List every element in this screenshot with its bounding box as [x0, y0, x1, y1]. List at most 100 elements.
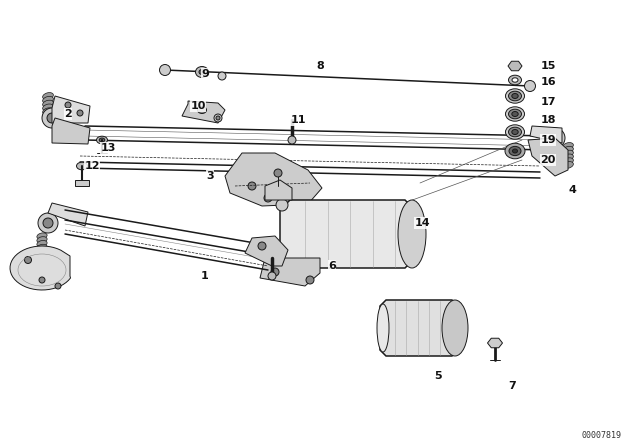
- Ellipse shape: [288, 136, 296, 144]
- Polygon shape: [280, 200, 415, 268]
- Ellipse shape: [550, 133, 560, 143]
- Ellipse shape: [97, 136, 108, 144]
- Ellipse shape: [43, 96, 53, 103]
- Polygon shape: [75, 180, 89, 186]
- Ellipse shape: [512, 64, 518, 69]
- Text: 10: 10: [190, 101, 205, 111]
- Text: 11: 11: [291, 115, 306, 125]
- Ellipse shape: [43, 100, 53, 107]
- Ellipse shape: [37, 244, 47, 250]
- Ellipse shape: [509, 109, 522, 119]
- Ellipse shape: [38, 213, 58, 233]
- Ellipse shape: [492, 340, 499, 345]
- Polygon shape: [10, 246, 70, 290]
- Text: 6: 6: [328, 261, 336, 271]
- Ellipse shape: [274, 169, 282, 177]
- Ellipse shape: [159, 65, 170, 76]
- Ellipse shape: [276, 199, 288, 211]
- Ellipse shape: [42, 108, 62, 128]
- Ellipse shape: [506, 107, 525, 121]
- Ellipse shape: [545, 128, 565, 148]
- Polygon shape: [530, 126, 562, 143]
- Text: 20: 20: [540, 155, 556, 165]
- Polygon shape: [48, 203, 88, 226]
- Ellipse shape: [563, 146, 573, 153]
- Text: 19: 19: [540, 135, 556, 145]
- Text: 16: 16: [540, 77, 556, 87]
- Ellipse shape: [563, 142, 573, 149]
- Ellipse shape: [195, 66, 209, 78]
- Polygon shape: [265, 180, 292, 200]
- Polygon shape: [182, 101, 225, 123]
- Ellipse shape: [525, 81, 536, 91]
- Ellipse shape: [505, 143, 525, 159]
- Ellipse shape: [512, 112, 518, 116]
- Ellipse shape: [509, 146, 521, 155]
- Ellipse shape: [563, 158, 573, 164]
- Ellipse shape: [258, 242, 266, 250]
- Ellipse shape: [398, 200, 426, 268]
- Polygon shape: [260, 258, 320, 286]
- Polygon shape: [488, 338, 502, 348]
- Ellipse shape: [506, 89, 525, 103]
- Text: 18: 18: [540, 115, 556, 125]
- Ellipse shape: [377, 304, 389, 352]
- Ellipse shape: [77, 110, 83, 116]
- Ellipse shape: [37, 241, 47, 247]
- Ellipse shape: [563, 154, 573, 161]
- Polygon shape: [225, 153, 322, 206]
- Ellipse shape: [306, 276, 314, 284]
- Text: 5: 5: [434, 371, 442, 381]
- Ellipse shape: [65, 102, 71, 108]
- Text: 13: 13: [100, 143, 116, 153]
- Text: 3: 3: [206, 171, 214, 181]
- Polygon shape: [528, 138, 568, 176]
- Ellipse shape: [43, 108, 53, 115]
- Ellipse shape: [264, 194, 272, 202]
- Ellipse shape: [39, 277, 45, 283]
- Text: 17: 17: [540, 97, 556, 107]
- Ellipse shape: [198, 107, 207, 113]
- Text: 8: 8: [316, 61, 324, 71]
- Text: 7: 7: [508, 381, 516, 391]
- Ellipse shape: [43, 218, 53, 228]
- Ellipse shape: [199, 69, 205, 74]
- Ellipse shape: [37, 252, 47, 258]
- Ellipse shape: [37, 248, 47, 254]
- Ellipse shape: [268, 272, 276, 280]
- Text: 1: 1: [201, 271, 209, 281]
- Ellipse shape: [248, 182, 256, 190]
- Ellipse shape: [218, 72, 226, 80]
- Ellipse shape: [276, 186, 284, 194]
- Polygon shape: [52, 96, 90, 123]
- Ellipse shape: [24, 257, 31, 263]
- Ellipse shape: [385, 203, 391, 209]
- Text: 14: 14: [414, 218, 430, 228]
- Polygon shape: [508, 61, 522, 71]
- Ellipse shape: [509, 75, 522, 85]
- Ellipse shape: [563, 162, 573, 168]
- Polygon shape: [52, 118, 90, 144]
- Ellipse shape: [47, 113, 57, 123]
- Ellipse shape: [512, 78, 518, 82]
- Ellipse shape: [509, 91, 522, 101]
- Ellipse shape: [43, 112, 53, 118]
- Text: 12: 12: [84, 161, 100, 171]
- Polygon shape: [245, 236, 288, 266]
- Ellipse shape: [77, 162, 88, 170]
- Text: 4: 4: [568, 185, 576, 195]
- Ellipse shape: [512, 94, 518, 99]
- Ellipse shape: [43, 93, 53, 99]
- Ellipse shape: [509, 127, 522, 137]
- Ellipse shape: [55, 283, 61, 289]
- Ellipse shape: [513, 149, 518, 153]
- Text: 2: 2: [64, 109, 72, 119]
- Text: 00007819: 00007819: [582, 431, 622, 440]
- Text: 9: 9: [201, 69, 209, 79]
- Ellipse shape: [442, 300, 468, 356]
- Ellipse shape: [271, 268, 279, 276]
- Ellipse shape: [99, 138, 105, 142]
- Ellipse shape: [43, 104, 53, 111]
- Ellipse shape: [563, 150, 573, 157]
- Ellipse shape: [216, 116, 220, 120]
